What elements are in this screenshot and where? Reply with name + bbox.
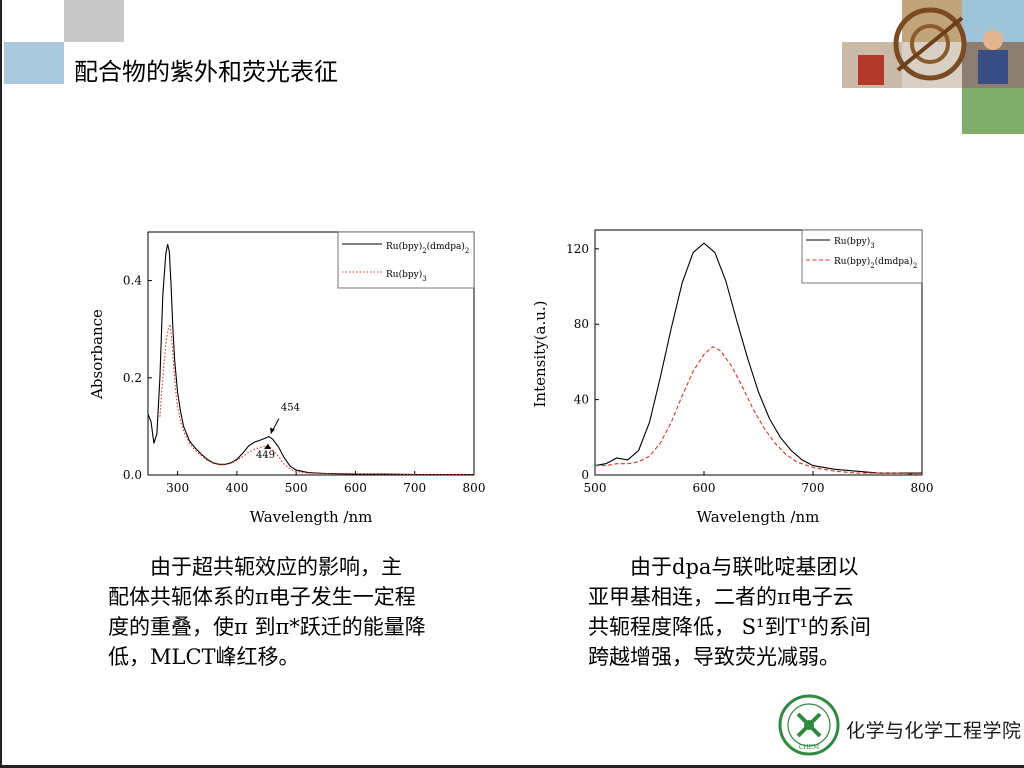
- legend-entry-ru-bpy2-dmdpa2: Ru(bpy)2(dmdpa)2: [834, 256, 917, 270]
- absorbance-xtick-label: 500: [285, 481, 308, 495]
- absorbance-ytick-label: 0.0: [123, 468, 142, 482]
- fluorescence-ytick-label: 120: [566, 242, 589, 256]
- fluorescence-chart: 500 600 700 800 0 40 80 120 Ru(bpy)3 Ru(bpy)2(d…: [531, 229, 933, 526]
- left-paragraph-line: 由于超共轭效应的影响，主: [108, 555, 402, 579]
- absorbance-series-line-1: [147, 244, 474, 476]
- slide-title: 配合物的紫外和荧光表征: [74, 58, 338, 86]
- fluorescence-legend: Ru(bpy)3 Ru(bpy)2(dmdpa)2: [801, 229, 923, 284]
- absorbance-chart: 300 400 500 600 700 800 0.0 0.2 0.4 Ru(bpy)2(dmd…: [88, 231, 486, 526]
- college-logo: CHEM: [778, 694, 840, 756]
- annotation-label: 454: [281, 403, 300, 414]
- college-name: 化学与化学工程学院: [846, 720, 1022, 742]
- legend-entry-ru-bpy3: Ru(bpy)3: [834, 236, 875, 250]
- fluorescence-series-line-1: [594, 242, 922, 474]
- absorbance-plot-frame: [147, 231, 475, 476]
- legend-entry-ru-bpy3: Ru(bpy)3: [386, 269, 427, 283]
- deco-square-gray: [64, 0, 124, 42]
- absorbance-axis-ticks: 300 400 500 600 700 800 0.0 0.2 0.4: [123, 274, 486, 495]
- absorbance-legend: Ru(bpy)2(dmdpa)2 Ru(bpy)3: [337, 231, 475, 289]
- left-paragraph-line: 低，MLCT峰红移。: [108, 645, 300, 669]
- absorbance-series: [147, 244, 474, 476]
- absorbance-ytick-label: 0.2: [123, 371, 142, 385]
- annotation-arrowhead: [263, 443, 271, 449]
- absorbance-xtick-label: 400: [225, 481, 248, 495]
- annotation-label: 449: [256, 450, 275, 461]
- absorbance-ylabel: Absorbance: [88, 309, 106, 400]
- fluorescence-xtick-label: 600: [693, 481, 716, 495]
- footer: CHEM 化学与化学工程学院: [776, 694, 1021, 758]
- fluorescence-axis-ticks: 500 600 700 800 0 40 80 120: [566, 242, 933, 495]
- absorbance-series-line-2: [159, 324, 474, 476]
- absorbance-xlabel: Wavelength /nm: [250, 508, 373, 526]
- right-paragraph-line: 亚甲基相连，二者的π电子云: [588, 585, 854, 609]
- photo-collage: [838, 0, 1024, 134]
- absorbance-xtick-label: 700: [403, 481, 426, 495]
- fluorescence-xtick-label: 700: [802, 481, 825, 495]
- fluorescence-plot-frame: [594, 229, 923, 476]
- fluorescence-ytick-label: 0: [581, 468, 589, 482]
- deco-square-blue: [4, 42, 64, 84]
- fluorescence-ylabel: Intensity(a.u.): [531, 301, 549, 408]
- left-paragraph: 由于超共轭效应的影响，主 配体共轭体系的π电子发生一定程 度的重叠，使π 到π*…: [108, 552, 508, 672]
- right-paragraph-line: 跨越增强，导致荧光减弱。: [588, 645, 840, 669]
- fluorescence-ytick-label: 40: [574, 393, 589, 407]
- left-paragraph-line: 度的重叠，使π 到π*跃迁的能量降: [108, 615, 426, 639]
- left-paragraph-line: 配体共轭体系的π电子发生一定程: [108, 585, 416, 609]
- absorbance-annotations: 454 449: [256, 403, 300, 461]
- absorbance-xtick-label: 600: [344, 481, 367, 495]
- fluorescence-xlabel: Wavelength /nm: [697, 508, 820, 526]
- absorbance-xtick-label: 300: [166, 481, 189, 495]
- absorbance-xtick-label: 800: [463, 481, 486, 495]
- left-border: [0, 0, 2, 768]
- legend-entry-ru-bpy2-dmdpa2: Ru(bpy)2(dmdpa)2: [386, 241, 469, 255]
- right-paragraph-line: 由于dpa与联吡啶基团以: [588, 555, 859, 579]
- fluorescence-series-line-2: [595, 346, 923, 476]
- fluorescence-series: [594, 242, 923, 476]
- fluorescence-xtick-label: 500: [584, 481, 607, 495]
- right-paragraph-line: 共轭程度降低， S¹到T¹的系间: [588, 615, 871, 639]
- fluorescence-xtick-label: 800: [911, 481, 934, 495]
- logo-text: CHEM: [799, 744, 819, 751]
- bottom-border: [0, 765, 1024, 768]
- absorbance-ytick-label: 0.4: [123, 274, 142, 288]
- right-paragraph: 由于dpa与联吡啶基团以 亚甲基相连，二者的π电子云 共轭程度降低， S¹到T¹…: [588, 552, 988, 672]
- annotation-arrowhead: [269, 427, 275, 434]
- fluorescence-ytick-label: 80: [574, 317, 589, 331]
